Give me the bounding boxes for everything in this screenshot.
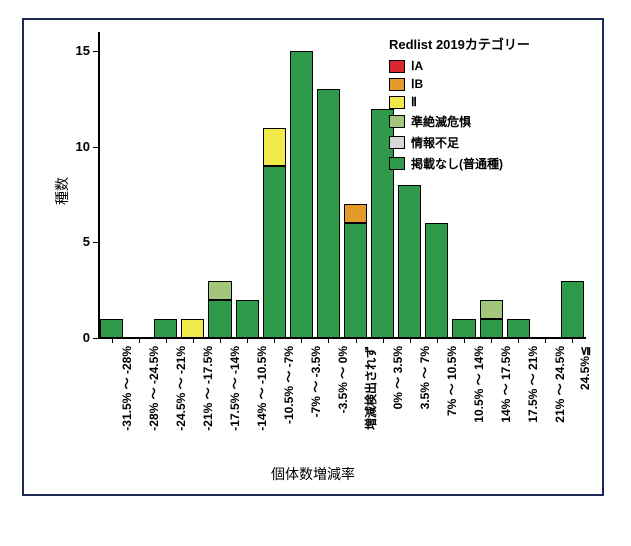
x-tick-mark xyxy=(193,338,194,343)
legend-label: ⅠA xyxy=(411,59,423,73)
legend-item: ⅠA xyxy=(389,59,530,73)
legend-item: ⅠB xyxy=(389,77,530,91)
y-tick-mark xyxy=(93,51,98,52)
legend-label: ⅠB xyxy=(411,77,423,91)
legend-label: 準絶滅危惧 xyxy=(411,113,471,130)
y-tick-label: 0 xyxy=(60,330,90,345)
legend-swatch xyxy=(389,136,405,149)
bar-segment xyxy=(425,223,448,338)
x-tick-label: 24.5%≦ xyxy=(578,346,592,546)
y-tick-mark xyxy=(93,338,98,339)
x-tick-mark xyxy=(572,338,573,343)
bar-segment xyxy=(208,300,231,338)
legend-swatch xyxy=(389,115,405,128)
bar-segment xyxy=(208,281,231,300)
bar-segment xyxy=(290,51,313,338)
legend-label: 情報不足 xyxy=(411,134,459,151)
x-tick-mark xyxy=(545,338,546,343)
bar-segment xyxy=(480,300,503,319)
bar-segment xyxy=(398,185,421,338)
x-tick-mark xyxy=(166,338,167,343)
bar-segment xyxy=(344,223,367,338)
bar-segment xyxy=(154,319,177,338)
legend-item: 掲載なし(普通種) xyxy=(389,155,530,172)
x-tick-mark xyxy=(410,338,411,343)
legend-swatch xyxy=(389,157,405,170)
x-tick-label: -31.5% ～ -28% xyxy=(118,346,135,546)
x-tick-mark xyxy=(383,338,384,343)
bar-segment xyxy=(317,89,340,338)
x-tick-mark xyxy=(274,338,275,343)
x-tick-mark xyxy=(518,338,519,343)
x-tick-label: -3.5% ～ 0% xyxy=(334,346,351,546)
x-tick-label: -7% ～ -3.5% xyxy=(307,346,324,546)
x-tick-label: -21% ～ -17.5% xyxy=(199,346,216,546)
legend-swatch xyxy=(389,96,405,109)
bar-segment xyxy=(507,319,530,338)
bar-segment xyxy=(100,319,123,338)
y-tick-label: 10 xyxy=(60,139,90,154)
x-tick-label: -14% ～ -10.5% xyxy=(253,346,270,546)
x-tick-label: 10.5% ～ 14% xyxy=(470,346,487,546)
x-tick-label: 14% ～ 17.5% xyxy=(497,346,514,546)
x-tick-mark xyxy=(247,338,248,343)
bar-segment xyxy=(263,128,286,166)
legend-swatch xyxy=(389,60,405,73)
bar-segment xyxy=(344,204,367,223)
x-tick-mark xyxy=(437,338,438,343)
bar-segment xyxy=(452,319,475,338)
bar-segment xyxy=(181,319,204,338)
y-tick-mark xyxy=(93,147,98,148)
x-tick-label: 7% ～ 10.5% xyxy=(443,346,460,546)
legend-item: 準絶滅危惧 xyxy=(389,113,530,130)
y-tick-mark xyxy=(93,242,98,243)
x-tick-label: -24.5% ～ -21% xyxy=(172,346,189,546)
x-tick-mark xyxy=(112,338,113,343)
bar-segment xyxy=(236,300,259,338)
x-tick-mark xyxy=(356,338,357,343)
x-tick-label: -28% ～ -24.5% xyxy=(145,346,162,546)
x-tick-mark xyxy=(139,338,140,343)
x-tick-label: -17.5% ～ -14% xyxy=(226,346,243,546)
x-tick-mark xyxy=(220,338,221,343)
x-tick-label: 増減検出されず xyxy=(362,346,379,546)
chart-panel: 種数 個体数増減率 051015 -31.5% ～ -28%-28% ～ -24… xyxy=(22,18,604,496)
bar-segment xyxy=(263,166,286,338)
legend-item: Ⅱ xyxy=(389,95,530,109)
legend: Redlist 2019カテゴリー ⅠA ⅠB Ⅱ 準絶滅危惧情報不足掲載なし(普通種… xyxy=(389,34,530,176)
x-tick-label: 3.5% ～ 7% xyxy=(416,346,433,546)
legend-item: 情報不足 xyxy=(389,134,530,151)
y-tick-label: 5 xyxy=(60,234,90,249)
legend-title: Redlist 2019カテゴリー xyxy=(389,34,530,53)
bar-segment xyxy=(480,319,503,338)
y-axis-title: 種数 xyxy=(52,177,72,205)
y-axis-line xyxy=(98,32,100,338)
x-tick-mark xyxy=(491,338,492,343)
x-tick-label: 21% ～ 24.5% xyxy=(551,346,568,546)
x-tick-mark xyxy=(328,338,329,343)
y-tick-label: 15 xyxy=(60,43,90,58)
x-tick-label: -10.5% ～ -7% xyxy=(280,346,297,546)
legend-label: 掲載なし(普通種) xyxy=(411,155,503,172)
legend-swatch xyxy=(389,78,405,91)
x-tick-label: 17.5% ～ 21% xyxy=(524,346,541,546)
bar-segment xyxy=(561,281,584,338)
x-tick-label: 0% ～ 3.5% xyxy=(389,346,406,546)
legend-label: Ⅱ xyxy=(411,95,417,109)
x-tick-mark xyxy=(464,338,465,343)
x-tick-mark xyxy=(301,338,302,343)
